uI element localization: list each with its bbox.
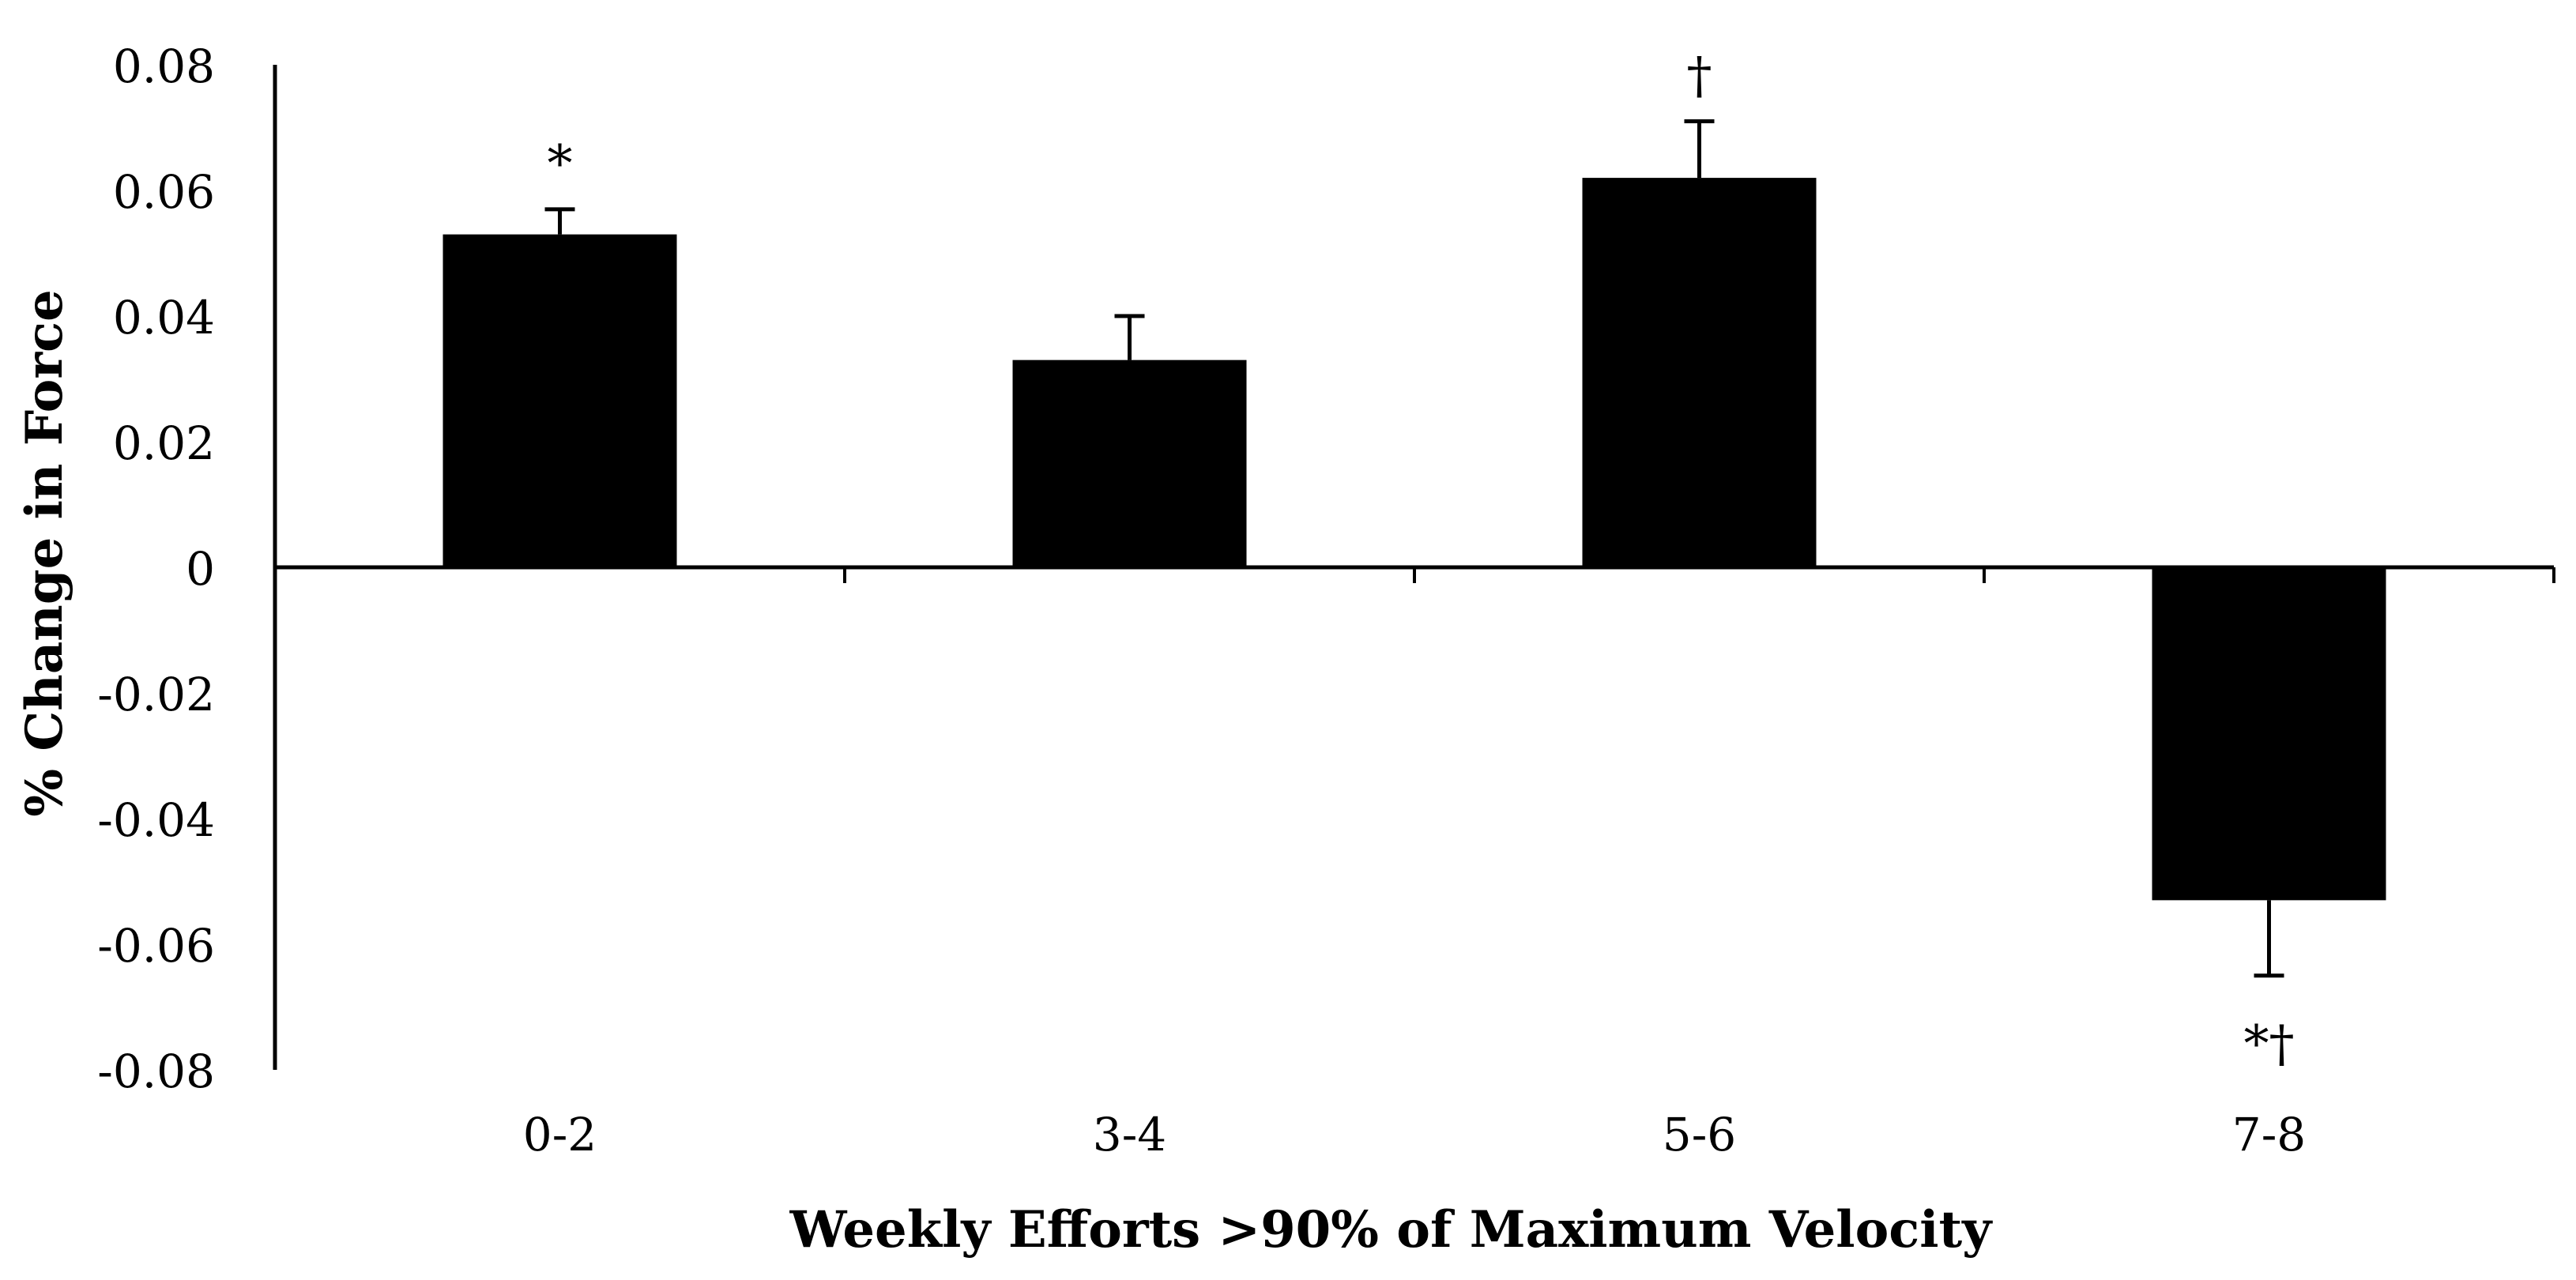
y-tick-label: -0.04 bbox=[97, 793, 215, 847]
y-tick-label: 0 bbox=[186, 542, 215, 596]
y-tick-label: -0.08 bbox=[97, 1045, 215, 1098]
x-tick-labels: 0-2 3-4 5-6 7-8 bbox=[523, 1108, 2306, 1161]
bar-5-6 bbox=[1582, 178, 1817, 567]
axes-group bbox=[273, 65, 2555, 1070]
x-axis-title: Weekly Efforts >90% of Maximum Velocity bbox=[789, 1200, 1993, 1259]
x-tick-label-5-6: 5-6 bbox=[1663, 1108, 1736, 1161]
y-tick-label: 0.06 bbox=[113, 165, 215, 219]
bars-group bbox=[443, 119, 2386, 978]
y-tick-label: 0.04 bbox=[113, 291, 215, 344]
x-tick-label-0-2: 0-2 bbox=[523, 1108, 597, 1161]
y-axis-title: % Change in Force bbox=[15, 289, 74, 816]
x-tick-label-3-4: 3-4 bbox=[1093, 1108, 1166, 1161]
bar-3-4 bbox=[1012, 360, 1247, 567]
significance-annotations: *†*† bbox=[548, 47, 2295, 1074]
y-tick-label: -0.02 bbox=[97, 668, 215, 721]
annotation-7-8: *† bbox=[2244, 1015, 2295, 1074]
x-tick-label-7-8: 7-8 bbox=[2232, 1108, 2306, 1161]
y-tick-label: -0.06 bbox=[97, 919, 215, 973]
y-tick-label: 0.02 bbox=[113, 416, 215, 470]
bar-7-8 bbox=[2152, 567, 2386, 901]
bar-0-2 bbox=[443, 234, 677, 567]
annotation-5-6: † bbox=[1687, 47, 1712, 106]
y-axis-ticks: 0.08 0.06 0.04 0.02 0 -0.02 -0.04 -0.06 -0.08 bbox=[97, 40, 215, 1098]
annotation-0-2: * bbox=[548, 135, 573, 194]
y-tick-label: 0.08 bbox=[113, 40, 215, 93]
